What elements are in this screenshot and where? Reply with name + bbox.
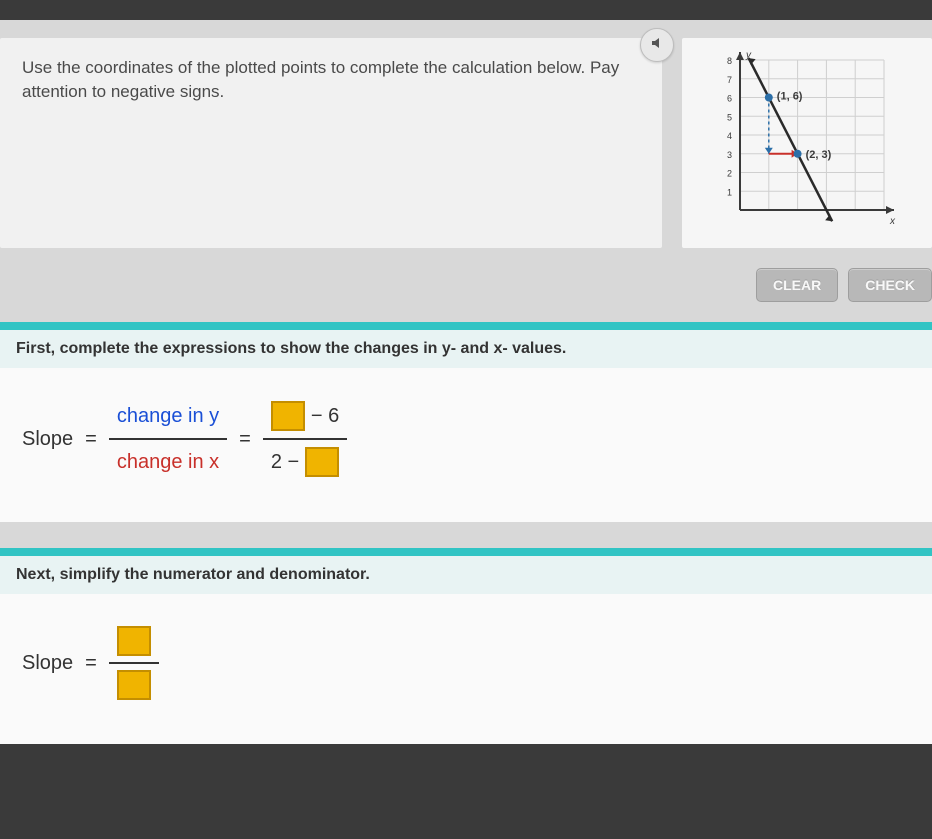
equals-sign: = xyxy=(239,428,251,451)
svg-text:2: 2 xyxy=(727,169,732,179)
prompt-card: Use the coordinates of the plotted point… xyxy=(0,38,662,248)
svg-text:4: 4 xyxy=(727,131,732,141)
audio-button[interactable] xyxy=(640,28,674,62)
svg-text:(1, 6): (1, 6) xyxy=(777,91,803,103)
svg-text:(2, 3): (2, 3) xyxy=(806,149,832,161)
change-fraction: change in y change in x xyxy=(109,396,227,482)
section-simplify-body: Slope = xyxy=(0,594,932,714)
section-changes: First, complete the expressions to show … xyxy=(0,322,932,522)
numerator-const: − 6 xyxy=(311,400,339,432)
speaker-icon xyxy=(649,35,665,55)
section-changes-body: Slope = change in y change in x = − 6 2 … xyxy=(0,368,932,492)
simplified-denominator xyxy=(109,666,159,704)
fraction-bar xyxy=(109,662,159,664)
denominator-expression: 2 − xyxy=(263,442,347,482)
fraction-bar xyxy=(109,438,227,440)
clear-button[interactable]: CLEAR xyxy=(756,268,838,302)
check-button[interactable]: CHECK xyxy=(848,268,932,302)
change-in-x-label: change in x xyxy=(109,442,227,482)
blank-input-den[interactable] xyxy=(117,670,151,700)
denominator-const: 2 − xyxy=(271,446,299,478)
slope-equation-1: Slope = change in y change in x = − 6 2 … xyxy=(22,396,910,482)
coordinate-graph: 12345678yx(1, 6)(2, 3) xyxy=(712,48,902,238)
value-fraction: − 6 2 − xyxy=(263,396,347,482)
slope-label: Slope xyxy=(22,652,73,675)
blank-input-y2[interactable] xyxy=(271,401,305,431)
graph-card: 12345678yx(1, 6)(2, 3) xyxy=(682,38,932,248)
slope-label: Slope xyxy=(22,428,73,451)
action-button-row: CLEAR CHECK xyxy=(0,260,932,322)
svg-text:1: 1 xyxy=(727,187,732,197)
blank-input-x1[interactable] xyxy=(305,447,339,477)
section-simplify-header: Next, simplify the numerator and denomin… xyxy=(0,556,932,594)
svg-text:3: 3 xyxy=(727,150,732,160)
svg-text:7: 7 xyxy=(727,75,732,85)
svg-text:6: 6 xyxy=(727,94,732,104)
simplified-fraction xyxy=(109,622,159,704)
svg-text:5: 5 xyxy=(727,112,732,122)
fraction-bar xyxy=(263,438,347,440)
blank-input-num[interactable] xyxy=(117,626,151,656)
change-in-y-label: change in y xyxy=(109,396,227,436)
simplified-numerator xyxy=(109,622,159,660)
equals-sign: = xyxy=(85,652,97,675)
prompt-text: Use the coordinates of the plotted point… xyxy=(22,56,640,104)
section-simplify: Next, simplify the numerator and denomin… xyxy=(0,548,932,744)
slope-equation-2: Slope = xyxy=(22,622,910,704)
numerator-expression: − 6 xyxy=(263,396,347,436)
svg-text:8: 8 xyxy=(727,56,732,66)
section-changes-header: First, complete the expressions to show … xyxy=(0,330,932,368)
svg-text:x: x xyxy=(889,216,896,227)
equals-sign: = xyxy=(85,428,97,451)
